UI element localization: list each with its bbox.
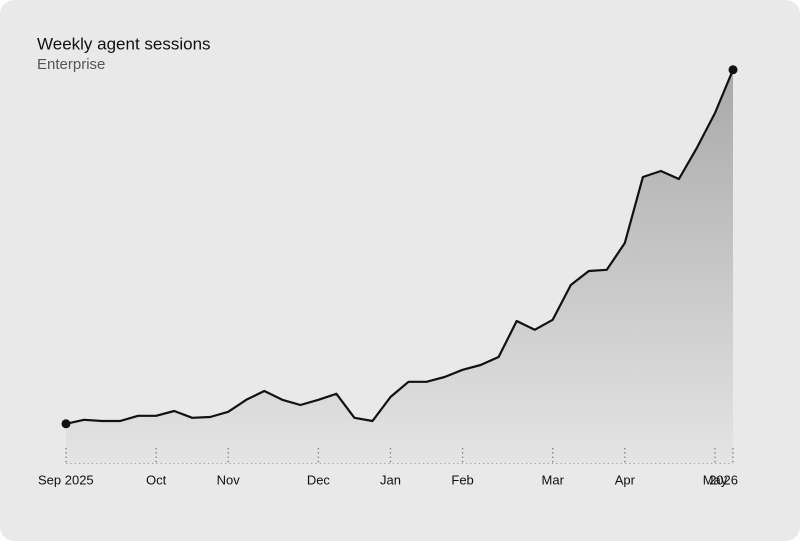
chart-subtitle: Enterprise xyxy=(37,56,105,73)
end-point xyxy=(61,419,71,429)
x-tick-label: Sep 2025 xyxy=(38,472,94,487)
x-tick-label: 2026 xyxy=(709,472,738,487)
x-tick-label: Dec xyxy=(307,472,331,487)
line xyxy=(65,69,735,425)
x-tick-label: May xyxy=(703,472,728,487)
x-tick-label: Apr xyxy=(615,472,636,487)
x-tick-label: Oct xyxy=(146,472,167,487)
area-fill xyxy=(66,69,733,464)
end-point xyxy=(728,65,738,75)
x-tick-label: Jan xyxy=(380,472,401,487)
x-tick-label: Mar xyxy=(542,472,565,487)
x-tick-label: Nov xyxy=(217,472,241,487)
x-tick-label: Feb xyxy=(451,472,473,487)
chart-title: Weekly agent sessions xyxy=(37,34,211,53)
